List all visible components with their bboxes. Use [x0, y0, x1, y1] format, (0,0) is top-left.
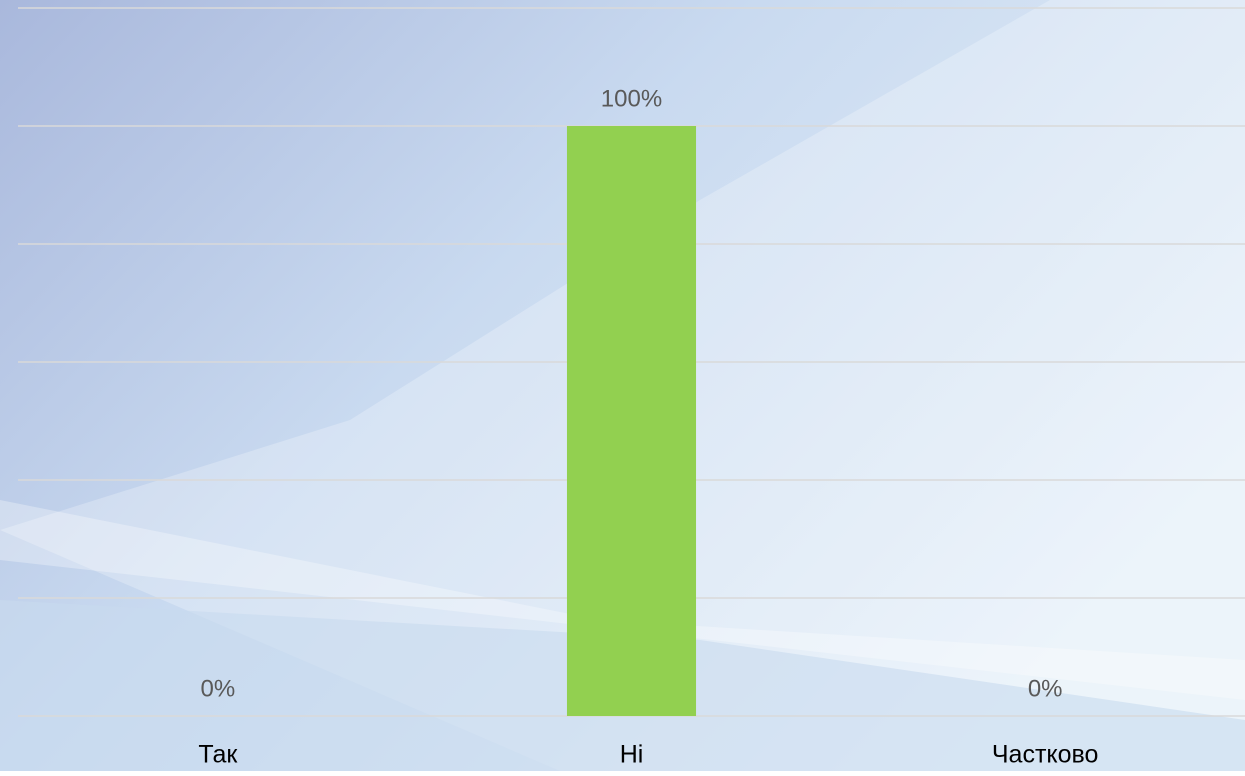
bar	[566, 126, 697, 716]
data-label: 0%	[1028, 675, 1063, 702]
data-label: 100%	[601, 85, 662, 112]
background-shape	[0, 500, 1245, 700]
x-tick-label: Частково	[992, 741, 1099, 769]
plot-area: 0% Так 100% Ні 0% Частково	[18, 7, 1245, 769]
x-tick-label: Так	[198, 741, 238, 769]
data-label: 0%	[200, 675, 235, 702]
x-tick-label: Ні	[620, 741, 644, 769]
